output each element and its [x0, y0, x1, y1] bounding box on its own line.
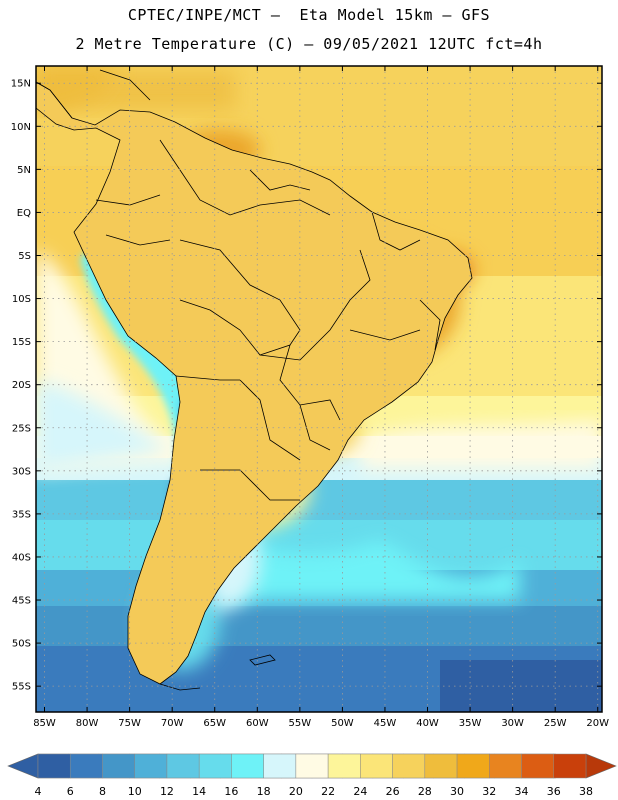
colorbar-swatch [37, 753, 71, 779]
lon-label: 35W [459, 718, 482, 729]
lat-label: 30S [12, 466, 31, 477]
lon-label: 55W [289, 718, 312, 729]
colorbar-swatch [489, 753, 522, 779]
colorbar-label: 34 [515, 785, 529, 798]
lat-label: 35S [12, 509, 31, 520]
colorbar-label: 36 [547, 785, 561, 798]
colorbar-swatch [360, 753, 393, 779]
lon-label: 30W [501, 718, 524, 729]
lon-label: 80W [76, 718, 99, 729]
colorbar-swatch [327, 753, 361, 779]
colorbar-swatch [553, 753, 587, 779]
colorbar-swatch [102, 753, 135, 779]
colorbar-label: 22 [321, 785, 335, 798]
colorbar-label: 38 [579, 785, 593, 798]
coastlines [36, 69, 473, 691]
colorbar-label: 6 [67, 785, 74, 798]
colorbar-arrow-left [7, 753, 39, 779]
colorbar-label: 18 [257, 785, 271, 798]
colorbar-label: 16 [224, 785, 238, 798]
lat-label: 20S [12, 380, 31, 391]
lat-label: 10S [12, 294, 31, 305]
colorbar-swatch [69, 753, 103, 779]
colorbar-swatch [392, 753, 426, 779]
colorbar-swatch [166, 753, 200, 779]
map-title: CPTEC/INPE/MCT – Eta Model 15km – GFS [127, 6, 491, 24]
map-subtitle: 2 Metre Temperature (C) – 09/05/2021 12U… [75, 35, 543, 53]
lon-label: 65W [203, 718, 226, 729]
colorbar-label: 24 [353, 785, 367, 798]
lon-label: 20W [586, 718, 609, 729]
colorbar-label: 26 [386, 785, 400, 798]
colorbar-swatch [231, 753, 264, 779]
map-frame [35, 65, 603, 713]
lon-label: 45W [374, 718, 397, 729]
colorbar-swatch [424, 753, 458, 779]
lat-label: 15N [11, 79, 31, 90]
lat-label: 45S [12, 596, 31, 607]
lon-label: 25W [544, 718, 567, 729]
lat-label: 55S [12, 682, 31, 693]
colorbar-label: 32 [482, 785, 496, 798]
colorbar-label: 8 [99, 785, 106, 798]
graticule [36, 66, 602, 712]
lat-label: 40S [12, 552, 31, 563]
colorbar: 4 6 8 10 12 14 16 18 20 22 24 26 28 30 32 34 36 38 [7, 753, 617, 798]
colorbar-arrow-right [585, 753, 617, 779]
latitude-labels: 15N 10N 5N EQ 5S 10S 15S 20S 25S 30S 35S 40S 45S 50S 5… [11, 79, 602, 693]
lat-label: 15S [12, 337, 31, 348]
lon-label: 70W [161, 718, 184, 729]
lon-label: 75W [118, 718, 141, 729]
colorbar-label: 4 [35, 785, 42, 798]
colorbar-label: 20 [289, 785, 303, 798]
lon-label: 50W [331, 718, 354, 729]
colorbar-swatch [456, 753, 490, 779]
longitude-labels: 85W 80W 75W 70W 65W 60W 55W 50W 45W 40W 35W 30W 25W 2… [33, 66, 609, 729]
lat-label: EQ [17, 208, 31, 219]
colorbar-swatch [295, 753, 329, 779]
lat-label: 50S [12, 639, 31, 650]
colorbar-swatch [198, 753, 232, 779]
lon-label: 85W [33, 718, 56, 729]
lon-label: 40W [416, 718, 439, 729]
lon-label: 60W [246, 718, 269, 729]
lat-label: 25S [12, 423, 31, 434]
lat-label: 5S [18, 251, 31, 262]
colorbar-swatch [521, 753, 555, 779]
colorbar-label: 12 [160, 785, 174, 798]
colorbar-swatch [263, 753, 297, 779]
lat-label: 5N [17, 165, 31, 176]
colorbar-label: 14 [192, 785, 206, 798]
colorbar-swatch [134, 753, 168, 779]
colorbar-label: 10 [128, 785, 142, 798]
lat-label: 10N [11, 122, 31, 133]
colorbar-label: 30 [450, 785, 464, 798]
colorbar-label: 28 [418, 785, 432, 798]
